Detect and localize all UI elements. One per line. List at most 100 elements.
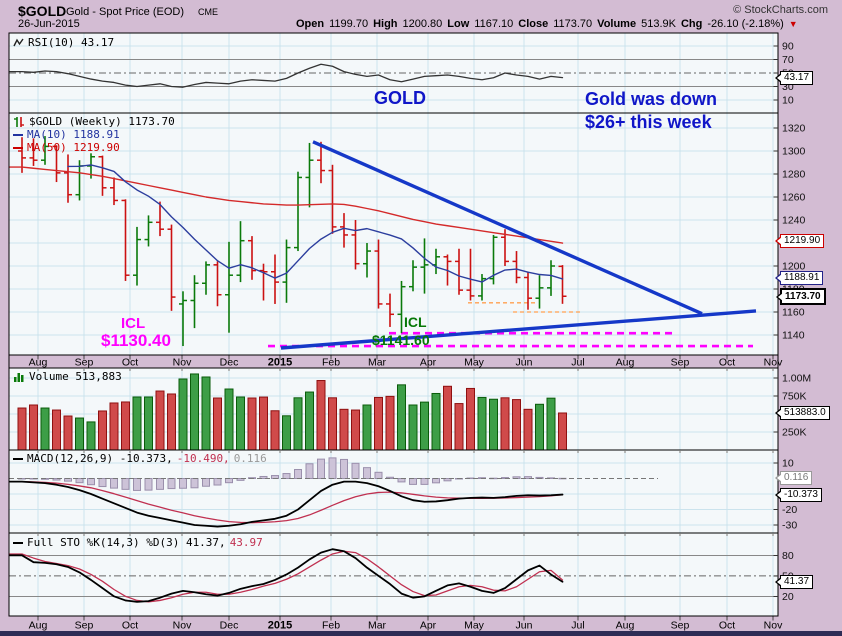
- svg-text:Aug: Aug: [616, 357, 635, 369]
- svg-text:Sep: Sep: [75, 620, 94, 632]
- volume-bars-icon: [14, 372, 24, 382]
- high-value: 1200.80: [402, 18, 443, 30]
- svg-text:Mar: Mar: [368, 357, 387, 369]
- svg-text:Nov: Nov: [764, 620, 783, 632]
- weekly-note-annotation: Gold was down $26+ this week: [585, 88, 717, 134]
- svg-text:Jul: Jul: [571, 357, 584, 369]
- quote-date: 26-Jun-2015: [18, 18, 80, 30]
- svg-text:Feb: Feb: [322, 620, 340, 632]
- macd-legend-text: MACD(12,26,9) -10.373,: [27, 452, 173, 465]
- svg-text:70: 70: [782, 54, 794, 66]
- svg-text:90: 90: [782, 41, 794, 53]
- chg-down-arrow-icon: ▼: [788, 19, 798, 29]
- sto-panel: [9, 548, 778, 603]
- macd-line-icon: [13, 457, 23, 460]
- sto-value-tag: 41.37: [774, 575, 814, 589]
- high-label: High: [373, 18, 398, 30]
- svg-text:10: 10: [782, 95, 794, 107]
- svg-text:Aug: Aug: [29, 357, 48, 369]
- icl-left-value: $1130.40: [101, 331, 171, 350]
- symbol-title: $GOLD: [18, 3, 67, 19]
- svg-text:1240: 1240: [782, 215, 806, 227]
- svg-text:Apr: Apr: [420, 357, 437, 369]
- svg-text:Oct: Oct: [719, 620, 735, 632]
- low-value: 1167.10: [474, 18, 514, 30]
- svg-text:1200: 1200: [782, 261, 806, 273]
- sto-d-value: 43.97: [229, 536, 263, 549]
- volume-legend-text: Volume 513,883: [29, 370, 122, 383]
- icl-right-value: $1141.60: [372, 332, 430, 348]
- rsi-value-tag: 43.17: [774, 71, 814, 85]
- volume-legend: Volume 513,883: [13, 370, 122, 383]
- svg-text:Nov: Nov: [173, 620, 192, 632]
- svg-text:1300: 1300: [782, 146, 806, 158]
- ma10-value-tag: 1188.91: [774, 271, 824, 285]
- svg-text:250K: 250K: [782, 427, 807, 439]
- svg-text:Jun: Jun: [516, 620, 533, 632]
- panel-borders: [8, 32, 779, 617]
- ma10-line-icon: [13, 133, 23, 136]
- svg-text:1.00M: 1.00M: [782, 373, 811, 385]
- ma50-legend: MA(50) 1219.90: [13, 141, 120, 154]
- svg-text:Nov: Nov: [764, 357, 783, 369]
- svg-text:May: May: [464, 357, 485, 369]
- macd-value-tag: -10.373: [775, 488, 822, 502]
- open-value: 1199.70: [329, 18, 369, 30]
- copyright: © StockCharts.com: [733, 4, 828, 16]
- ma50-legend-text: MA(50) 1219.90: [27, 141, 120, 154]
- gold-annotation: GOLD: [374, 88, 426, 108]
- svg-text:Dec: Dec: [220, 357, 239, 369]
- chg-value: -26.10 (-2.18%): [707, 18, 784, 30]
- ma50-line-icon: [13, 146, 23, 149]
- svg-text:Oct: Oct: [122, 357, 138, 369]
- note-line2: $26+ this week: [585, 112, 712, 132]
- svg-text:2015: 2015: [268, 357, 292, 369]
- svg-text:Nov: Nov: [173, 357, 192, 369]
- ma10-legend: MA(10) 1188.91: [13, 128, 120, 141]
- svg-text:Feb: Feb: [322, 357, 340, 369]
- symbol-description: Gold - Spot Price (EOD): [66, 6, 184, 18]
- macd-hist-value-tag: 0.116: [774, 471, 813, 485]
- svg-text:1140: 1140: [782, 330, 805, 342]
- low-label: Low: [447, 18, 470, 30]
- macd-legend: MACD(12,26,9) -10.373, -10.490, 0.116: [13, 452, 267, 465]
- ma50-value-tag: 1219.90: [774, 234, 825, 248]
- svg-text:-30: -30: [782, 520, 797, 532]
- svg-text:20: 20: [782, 591, 794, 603]
- chg-label: Chg: [680, 18, 703, 30]
- volume-value-tag: 513883.0: [775, 406, 830, 420]
- ma10-legend-text: MA(10) 1188.91: [27, 128, 120, 141]
- x-axis-labels: Aug Aug Sep Sep Oct Oct Nov Nov Dec Dec 2015 2015 Fe…: [29, 355, 783, 632]
- volume-value: 513.9K: [641, 18, 676, 30]
- close-value: 1173.70: [553, 18, 593, 30]
- svg-text:Oct: Oct: [122, 620, 138, 632]
- icl-right-label: ICL: [404, 314, 427, 330]
- window-bottom-bar: [0, 631, 842, 636]
- svg-text:Apr: Apr: [420, 620, 437, 632]
- svg-text:Mar: Mar: [368, 620, 387, 632]
- svg-text:2015: 2015: [268, 620, 292, 632]
- svg-text:30: 30: [782, 81, 794, 93]
- svg-text:1260: 1260: [782, 192, 806, 204]
- svg-text:Aug: Aug: [616, 620, 635, 632]
- svg-text:Jun: Jun: [516, 357, 533, 369]
- svg-text:Sep: Sep: [75, 357, 94, 369]
- rsi-panel: [9, 45, 778, 101]
- triangle-trendlines: [280, 140, 757, 350]
- svg-text:1160: 1160: [782, 307, 805, 319]
- sto-legend: Full STO %K(14,3) %D(3) 41.37, 43.97: [13, 536, 263, 549]
- svg-text:Sep: Sep: [671, 620, 690, 632]
- svg-text:Dec: Dec: [220, 620, 239, 632]
- rsi-icon: [13, 38, 24, 47]
- ma10-line: [67, 164, 564, 283]
- y-axis-labels: 9070503010132013001280126012401200118011…: [773, 41, 811, 603]
- price-legend: $GOLD (Weekly) 1173.70: [13, 115, 175, 128]
- candlestick-icon: [14, 116, 24, 127]
- macd-hist-value: 0.116: [233, 452, 267, 465]
- note-line1: Gold was down: [585, 89, 718, 109]
- rsi-legend: RSI(10) 43.17: [13, 36, 114, 49]
- svg-text:1280: 1280: [782, 169, 806, 181]
- svg-text:-20: -20: [782, 504, 797, 516]
